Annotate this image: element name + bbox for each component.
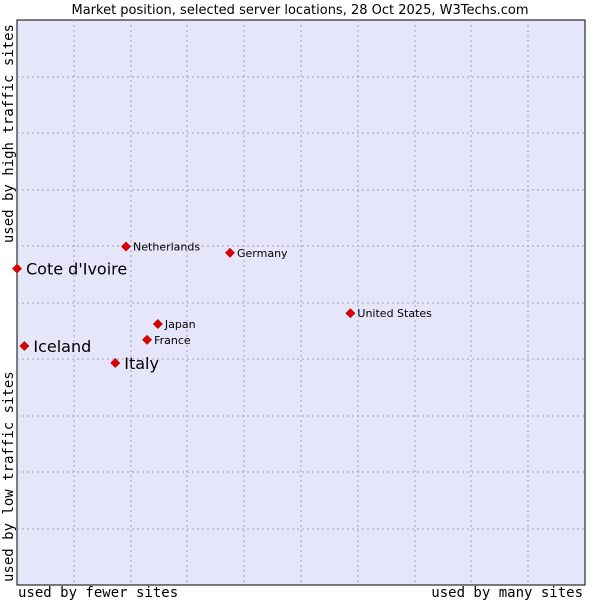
marker-netherlands [121,241,131,252]
label-united-states: United States [357,307,432,320]
marker-cote-d-ivoire [12,263,22,274]
y-axis-label-top: used by high traffic sites [1,24,17,243]
label-germany: Germany [237,247,288,260]
chart-title: Market position, selected server locatio… [71,3,528,18]
data-points: Netherlands Germany Cote d'Ivoire United St… [12,241,432,373]
label-iceland: Iceland [33,337,91,356]
marker-italy [110,358,121,368]
marker-japan [152,319,163,329]
marker-iceland [19,341,30,351]
x-axis-label-left: used by fewer sites [18,585,178,600]
marker-united-states [345,308,356,319]
marker-france [142,334,152,345]
x-axis-label-right: used by many sites [431,585,583,600]
label-japan: Japan [164,318,196,331]
label-cote-d-ivoire: Cote d'Ivoire [26,260,127,279]
label-italy: Italy [124,354,159,373]
marker-germany [225,247,235,258]
y-axis-label-bottom: used by low traffic sites [1,371,17,582]
grid [17,20,585,585]
label-france: France [154,334,191,347]
label-netherlands: Netherlands [133,241,200,254]
